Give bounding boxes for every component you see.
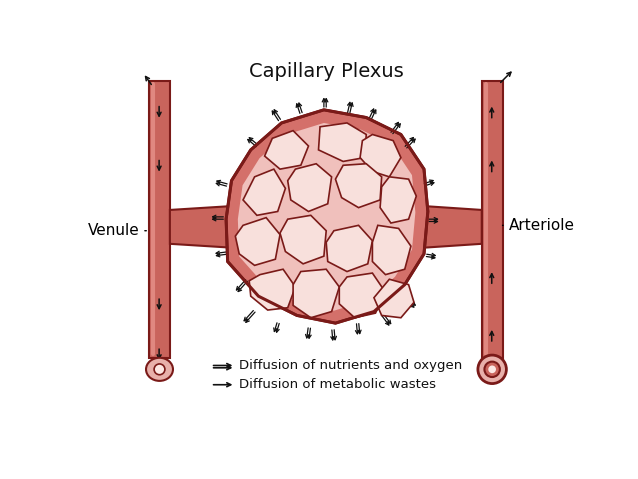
Ellipse shape (484, 362, 500, 377)
Polygon shape (293, 269, 339, 318)
Polygon shape (249, 269, 295, 310)
Text: Diffusion of nutrients and oxygen: Diffusion of nutrients and oxygen (239, 359, 463, 372)
Text: Capillary Plexus: Capillary Plexus (249, 62, 404, 81)
Text: Venule: Venule (87, 223, 146, 238)
Polygon shape (482, 80, 503, 358)
Polygon shape (336, 164, 382, 207)
Ellipse shape (154, 364, 165, 375)
Polygon shape (288, 164, 332, 212)
Text: Arteriole: Arteriole (503, 218, 575, 233)
Polygon shape (170, 206, 232, 248)
Polygon shape (238, 123, 415, 311)
Polygon shape (235, 217, 280, 265)
Polygon shape (265, 131, 309, 169)
Polygon shape (280, 216, 326, 264)
Polygon shape (424, 206, 482, 248)
Polygon shape (339, 273, 385, 318)
Polygon shape (326, 225, 373, 272)
Ellipse shape (488, 365, 496, 373)
Text: Diffusion of metabolic wastes: Diffusion of metabolic wastes (239, 378, 436, 391)
Polygon shape (226, 110, 428, 323)
Polygon shape (243, 169, 285, 216)
Polygon shape (373, 225, 411, 274)
Polygon shape (380, 177, 416, 223)
Polygon shape (318, 123, 366, 161)
Polygon shape (149, 80, 170, 358)
Ellipse shape (478, 355, 507, 384)
Polygon shape (360, 135, 401, 177)
Polygon shape (374, 279, 414, 318)
Ellipse shape (146, 358, 173, 381)
